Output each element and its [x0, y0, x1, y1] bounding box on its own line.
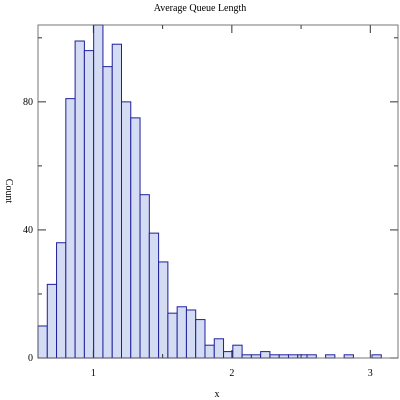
y-axis-label: Count	[3, 179, 14, 204]
histogram-bar-22	[241, 354, 252, 359]
histogram-bar-16	[185, 309, 197, 359]
histogram-bar-1	[46, 283, 58, 359]
histogram-bar-6	[93, 24, 104, 359]
histogram-bar-12	[148, 232, 160, 359]
histogram-bar-14	[167, 312, 178, 359]
histogram-bar-10	[130, 117, 141, 359]
histogram-bar-21	[232, 344, 243, 359]
histogram-bar-7	[102, 66, 113, 359]
histogram-bar-13	[158, 261, 169, 359]
histogram-bar-24	[260, 351, 271, 359]
histogram-bar-3	[65, 98, 76, 359]
y-tick-label-1: 40	[23, 225, 33, 236]
histogram-bar-8	[111, 43, 123, 359]
plot-frame	[37, 24, 399, 359]
x-tick-label-1: 2	[229, 368, 234, 379]
histogram-bar-28	[297, 354, 308, 359]
histogram-bar-2	[56, 242, 67, 359]
histogram-bar-4	[74, 40, 85, 359]
histogram-bar-27	[287, 354, 299, 359]
histogram-bar-29	[306, 354, 317, 359]
histogram-bar-23	[250, 354, 262, 359]
x-axis-label: x	[215, 389, 220, 400]
histogram-bar-15	[176, 306, 187, 359]
x-tick-label-0: 1	[91, 368, 96, 379]
chart-title: Average Queue Length	[154, 3, 247, 14]
histogram-bar-19	[213, 338, 225, 359]
histogram-bar-18	[204, 344, 215, 359]
histogram-bar-0	[37, 325, 48, 359]
histogram-bar-36	[371, 354, 382, 359]
bars-layer	[37, 24, 382, 359]
x-tick-label-2: 3	[368, 368, 373, 379]
histogram-bar-25	[269, 354, 280, 359]
y-tick-label-2: 80	[23, 97, 33, 108]
histogram-bar-9	[120, 101, 132, 359]
histogram-bar-5	[83, 50, 95, 359]
histogram-bar-33	[343, 354, 354, 359]
histogram-bar-11	[139, 194, 150, 359]
y-tick-label-0: 0	[28, 353, 33, 364]
histogram-bar-26	[278, 354, 289, 359]
histogram-bar-31	[325, 354, 336, 359]
histogram-bar-17	[195, 319, 206, 359]
